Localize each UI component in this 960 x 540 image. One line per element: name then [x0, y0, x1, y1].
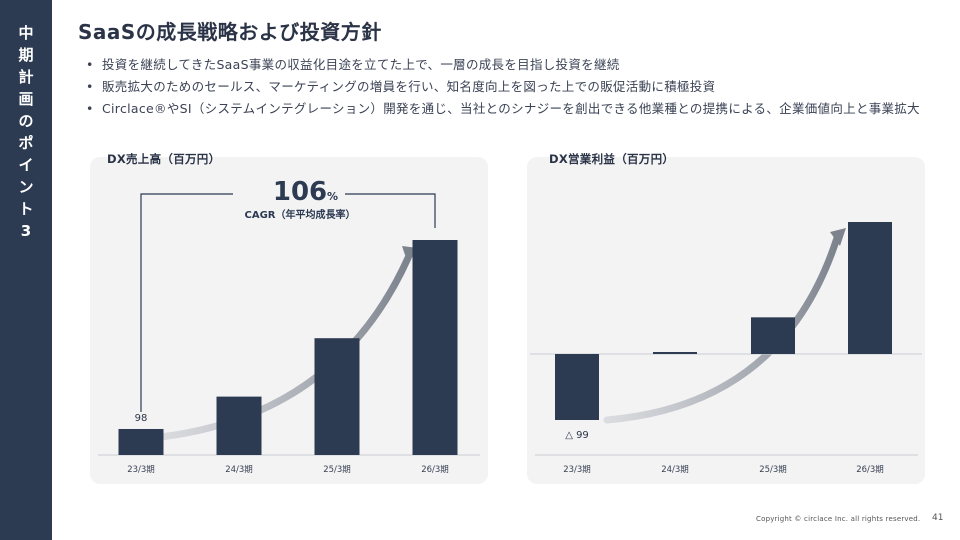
sidebar-char: ト: [18, 200, 34, 218]
bullet-item: 投資を継続してきたSaaS事業の収益化目途を立てた上で、一層の成長を目指し投資を…: [86, 54, 926, 76]
profit-chart-title: DX営業利益（百万円）: [549, 152, 675, 166]
profit-growth-arrow-head: [830, 228, 846, 246]
cagr-bracket-left: [140, 193, 233, 412]
copyright-text: Copyright © circlace Inc. all rights res…: [756, 515, 921, 523]
sidebar-char: ポ: [18, 134, 34, 152]
bullet-item: 販売拡大のためのセールス、マーケティングの増員を行い、知名度向上を図った上での販…: [86, 76, 926, 98]
profit-growth-arrow: [603, 234, 841, 424]
revenue-data-label: 98: [135, 413, 148, 424]
growth-arrow: [157, 254, 412, 441]
revenue-tick-label: 26/3期: [421, 465, 449, 475]
sidebar: 中期計画のポイント 3: [0, 0, 52, 540]
sidebar-char: の: [18, 112, 34, 130]
sidebar-label: 中期計画のポイント 3: [0, 22, 52, 242]
profit-bar: [848, 222, 892, 354]
revenue-bar: [118, 428, 164, 455]
sidebar-char: 3: [20, 222, 32, 240]
profit-tick-label: 26/3期: [856, 465, 884, 475]
profit-tick-label: 25/3期: [759, 465, 787, 475]
profit-data-label: △ 99: [565, 430, 589, 441]
cagr-unit: %: [327, 190, 338, 203]
profit-tick-label: 24/3期: [661, 465, 689, 475]
page-number: 41: [932, 513, 944, 523]
sidebar-char: 計: [18, 68, 34, 86]
sidebar-char: ン: [18, 178, 34, 196]
cagr-bracket-right: [345, 193, 436, 228]
profit-bar: [751, 317, 795, 354]
revenue-tick-label: 24/3期: [225, 465, 253, 475]
sidebar-char: 画: [18, 90, 34, 108]
profit-bar: [653, 352, 697, 354]
sidebar-char: イ: [18, 156, 34, 174]
bullet-item: Circlace®やSI（システムインテグレーション）開発を通じ、当社とのシナジ…: [86, 98, 926, 120]
cagr-label: CAGR（年平均成長率）: [245, 208, 356, 221]
revenue-bar: [216, 396, 262, 455]
revenue-chart-title: DX売上高（百万円）: [107, 152, 221, 166]
profit-bar: [555, 354, 599, 420]
sidebar-char: 期: [18, 46, 34, 64]
revenue-bar: [314, 338, 360, 455]
bullet-list: 投資を継続してきたSaaS事業の収益化目途を立てた上で、一層の成長を目指し投資を…: [86, 54, 926, 120]
sidebar-char: 中: [18, 24, 34, 42]
revenue-tick-label: 23/3期: [127, 465, 155, 475]
profit-tick-label: 23/3期: [563, 465, 591, 475]
revenue-bar: [412, 240, 458, 455]
page-title: SaaSの成長戦略および投資方針: [78, 20, 382, 44]
revenue-tick-label: 25/3期: [323, 465, 351, 475]
cagr-value: 106: [273, 177, 327, 207]
